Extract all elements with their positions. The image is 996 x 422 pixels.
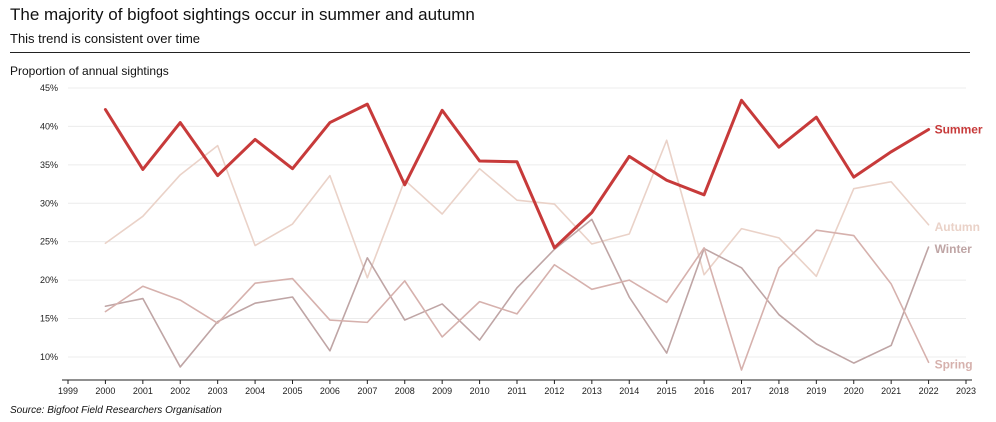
series-line-spring — [104, 229, 930, 371]
x-tick-label: 1999 — [58, 386, 78, 396]
x-axis: 1999 2000 2001 2002 2003 2004 2005 2006 2007 2008… — [58, 379, 976, 396]
x-tick-label: 2004 — [245, 386, 265, 396]
series-label-spring: Spring — [935, 357, 973, 371]
header-divider — [10, 52, 970, 53]
source-note: Source: Bigfoot Field Researchers Organi… — [10, 405, 222, 416]
x-tick-label: 2019 — [806, 386, 826, 396]
x-tick-label: 2020 — [844, 386, 864, 396]
x-tick-label: 2013 — [582, 386, 602, 396]
series-label-summer: Summer — [935, 122, 983, 136]
x-tick-label: 2014 — [619, 386, 639, 396]
x-tick-label: 2021 — [881, 386, 901, 396]
series-labels: Autumn Winter Spring Summer — [935, 122, 983, 371]
series-line-winter — [104, 218, 930, 368]
y-tick-label: 15% — [40, 314, 58, 324]
series-lines — [103, 98, 931, 371]
x-tick-label: 2016 — [694, 386, 714, 396]
series-line-summer — [103, 98, 931, 250]
x-tick-label: 2008 — [395, 386, 415, 396]
x-tick-label: 2006 — [320, 386, 340, 396]
x-tick-label: 2010 — [470, 386, 490, 396]
series-label-winter: Winter — [935, 242, 973, 256]
x-tick-label: 2005 — [282, 386, 302, 396]
x-tick-label: 2003 — [208, 386, 228, 396]
x-tick-label: 2015 — [657, 386, 677, 396]
y-tick-label: 45% — [40, 83, 58, 93]
x-tick-label: 2018 — [769, 386, 789, 396]
y-tick-label: 10% — [40, 352, 58, 362]
y-axis-label: Proportion of annual sightings — [10, 64, 169, 78]
x-tick-label: 2023 — [956, 386, 976, 396]
y-tick-label: 20% — [40, 275, 58, 285]
x-tick-label: 2002 — [170, 386, 190, 396]
chart-title: The majority of bigfoot sightings occur … — [10, 5, 475, 24]
x-tick-label: 2012 — [544, 386, 564, 396]
series-line-autumn — [104, 139, 930, 279]
x-tick-label: 2001 — [133, 386, 153, 396]
x-tick-label: 2022 — [919, 386, 939, 396]
series-label-autumn: Autumn — [935, 220, 980, 234]
x-tick-label: 2000 — [95, 386, 115, 396]
x-tick-label: 2007 — [357, 386, 377, 396]
chart-subtitle: This trend is consistent over time — [10, 31, 201, 46]
y-tick-label: 25% — [40, 237, 58, 247]
y-tick-label: 35% — [40, 160, 58, 170]
x-tick-label: 2017 — [731, 386, 751, 396]
x-tick-label: 2011 — [507, 386, 526, 396]
y-tick-label: 30% — [40, 198, 58, 208]
x-tick-label: 2009 — [432, 386, 452, 396]
y-tick-label: 40% — [40, 121, 58, 131]
